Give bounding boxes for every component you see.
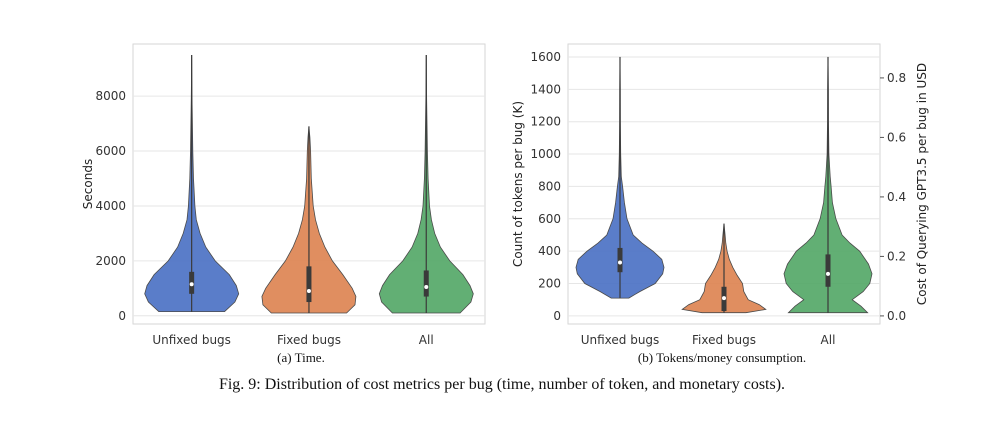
panel-b-iqr-box-0 (617, 247, 623, 273)
panel-b-median-2 (826, 271, 830, 276)
panel-b-ytick-right-label: 0.2 (887, 249, 906, 263)
panel-b-ytick-label: 1600 (530, 50, 561, 64)
panel-b-ytick-right-label: 0.4 (887, 190, 906, 204)
panel-a-iqr-box-1 (306, 266, 312, 303)
panel-b-ytick-label: 1200 (530, 115, 561, 129)
panel-b-ytick-right-label: 0.6 (887, 130, 906, 144)
panel-a-ytick-label: 4000 (95, 199, 126, 213)
panel-a-ylabel: Seconds (81, 159, 95, 209)
panel-a-xtick-label: All (419, 333, 434, 347)
panel-b-ytick-label: 1400 (530, 82, 561, 96)
panel-a-ytick-label: 8000 (95, 89, 126, 103)
panel-b-xtick-label: All (821, 333, 836, 347)
panel-b-ytick-right-label: 0.8 (887, 71, 906, 85)
panel-b-ylabel-left: Count of tokens per bug (K) (511, 101, 525, 267)
panel-a-plot-area: 0 2000 4000 6000 8000 Unfixed bugs Fixed bugs A… (95, 43, 486, 347)
panel-a-iqr-box-2 (423, 270, 429, 297)
panel-b-subcaption: (b) Tokens/money consumption. (638, 350, 806, 365)
panel-b-xtick-label: Fixed bugs (692, 333, 756, 347)
panel-b-ytick-label: 1000 (530, 147, 561, 161)
panel-a-median-1 (306, 289, 311, 294)
panel-a-xtick-label: Unfixed bugs (152, 333, 231, 347)
figure-caption: Fig. 9: Distribution of cost metrics per… (219, 376, 785, 393)
panel-b-xtick-label: Unfixed bugs (581, 333, 660, 347)
panel-b-median-0 (618, 260, 622, 265)
panel-b-ytick-label: 800 (538, 179, 561, 193)
panel-a-median-0 (189, 282, 194, 287)
panel-a-time: 0 2000 4000 6000 8000 Unfixed bugs Fixed bugs A… (81, 43, 486, 365)
panel-b-ylabel-right: Cost of Querying GPT3.5 per bug in USD (915, 63, 929, 305)
panel-b-ytick-label: 600 (538, 212, 561, 226)
panel-b-ytick-right-label: 0.0 (887, 309, 906, 323)
panel-b-iqr-box-2 (825, 254, 831, 287)
panel-a-ytick-label: 0 (118, 309, 126, 323)
panel-a-subcaption: (a) Time. (277, 350, 325, 365)
panel-b-tokens: 0 200 400 600 800 1000 1200 1400 1600 0.0 0.2 0.4 0.… (511, 43, 929, 365)
panel-a-xtick-label: Fixed bugs (277, 333, 341, 347)
panel-a-ytick-label: 6000 (95, 144, 126, 158)
panel-a-ytick-label: 2000 (95, 254, 126, 268)
panel-b-median-1 (722, 296, 726, 301)
panel-b-ytick-label: 0 (553, 309, 561, 323)
panel-b-ytick-label: 400 (538, 244, 561, 258)
panel-a-median-2 (424, 284, 429, 289)
panel-b-plot-area: 0 200 400 600 800 1000 1200 1400 1600 0.0 0.2 0.4 0.… (530, 43, 906, 347)
panel-b-ytick-label: 200 (538, 277, 561, 291)
